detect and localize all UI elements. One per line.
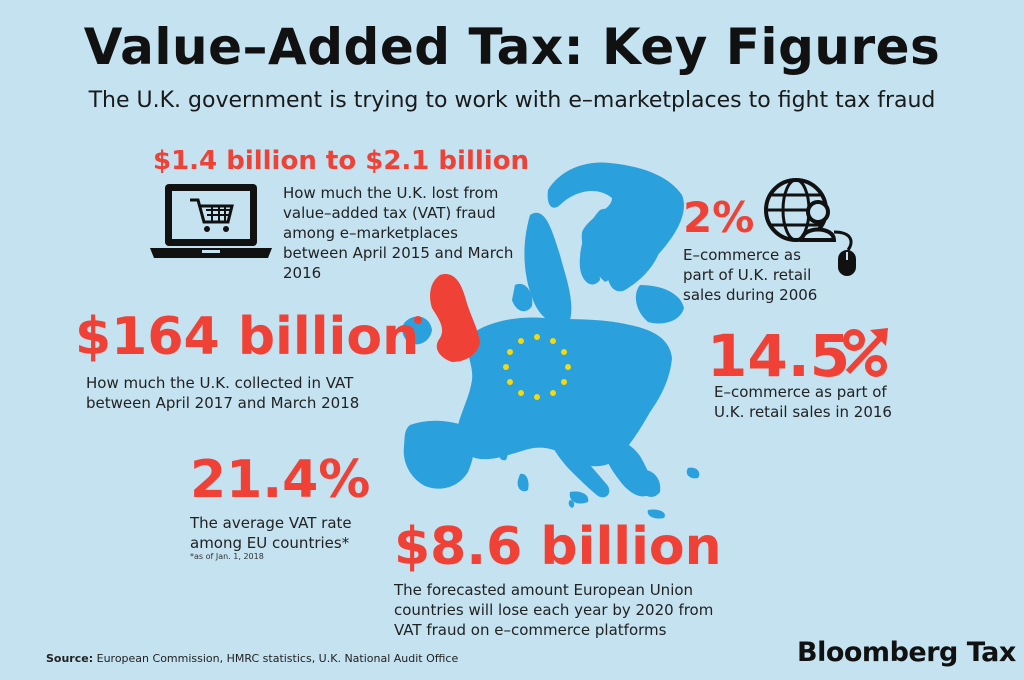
eu-average-vat-description: The average VAT rate among EU countries* [190, 514, 352, 552]
eu-forecast-loss-description: The forecasted amount European Union cou… [394, 581, 714, 639]
page-subtitle: The U.K. government is trying to work wi… [88, 88, 936, 113]
uk-vat-collected-description: How much the U.K. collected in VAT betwe… [86, 374, 360, 412]
ecommerce-2016-value: 14.5 [707, 322, 851, 390]
source-text: European Commission, HMRC statistics, U.… [93, 652, 459, 665]
laptop-cart-icon [150, 184, 272, 258]
ecommerce-2006-description: E–commerce as part of U.K. retail sales … [683, 246, 818, 304]
source-label: Source: [46, 652, 94, 665]
uk-vat-fraud-loss-description: How much the U.K. lost from value–added … [283, 184, 514, 282]
globe-user-mouse-icon [764, 178, 856, 276]
eu-average-vat-value: 21.4% [190, 450, 371, 510]
eu-forecast-loss-value: $8.6 billion [394, 517, 722, 577]
source-note: Source: European Commission, HMRC statis… [46, 652, 458, 665]
eu-average-vat-footnote: *as of Jan. 1, 2018 [190, 552, 264, 561]
ecommerce-2006-value: 2% [683, 193, 755, 242]
uk-vat-collected-value: $164 billion [75, 307, 420, 367]
uk-vat-fraud-loss-value: $1.4 billion to $2.1 billion [153, 146, 530, 176]
ecommerce-2016-description: E–commerce as part of U.K. retail sales … [714, 383, 892, 421]
brand-logo: Bloomberg Tax [797, 637, 1016, 668]
page-title: Value–Added Tax: Key Figures [83, 18, 941, 76]
eu-stars-icon [503, 334, 571, 400]
percent-up-arrow-icon [843, 328, 888, 377]
